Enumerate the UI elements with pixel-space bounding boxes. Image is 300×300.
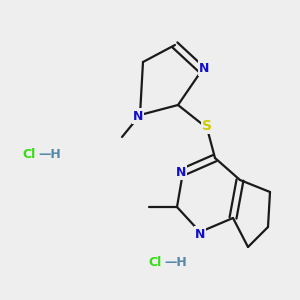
Text: N: N xyxy=(133,110,143,122)
Text: N: N xyxy=(199,61,209,74)
Text: —H: —H xyxy=(164,256,187,268)
Text: N: N xyxy=(176,166,186,178)
Text: N: N xyxy=(195,227,205,241)
Text: Cl: Cl xyxy=(148,256,161,268)
Text: —H: —H xyxy=(38,148,61,161)
Text: S: S xyxy=(202,119,212,133)
Text: Cl: Cl xyxy=(22,148,35,161)
